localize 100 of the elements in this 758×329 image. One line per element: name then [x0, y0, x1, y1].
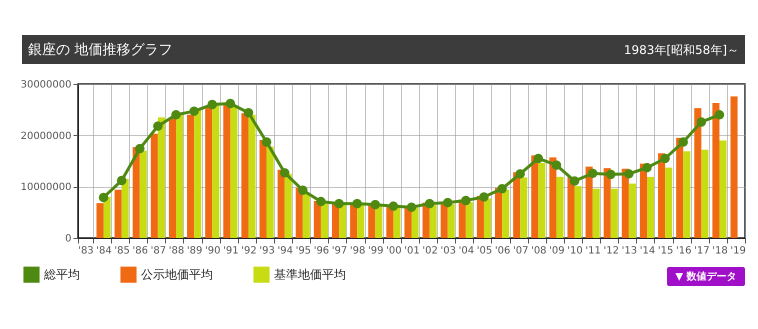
- x-tick-label: '89: [186, 246, 202, 256]
- point: [189, 106, 199, 116]
- bar: [187, 114, 194, 238]
- bar: [538, 163, 546, 238]
- bar: [140, 150, 147, 238]
- bar: [622, 168, 629, 238]
- x-tick-label: '83: [78, 246, 94, 256]
- bar: [610, 188, 618, 238]
- point: [588, 168, 598, 178]
- point: [298, 186, 308, 195]
- point: [244, 108, 254, 118]
- bar: [513, 172, 520, 238]
- bar: [502, 190, 510, 238]
- bar: [604, 168, 611, 238]
- bar: [730, 96, 738, 238]
- bar: [114, 190, 122, 238]
- x-tick-label: '92: [241, 246, 257, 256]
- bar: [676, 138, 684, 238]
- bar: [549, 157, 556, 238]
- point: [116, 176, 126, 186]
- x-tick-label: '07: [512, 246, 528, 256]
- point: [606, 170, 616, 180]
- bar: [640, 164, 647, 238]
- bar: [194, 110, 202, 238]
- bar: [484, 198, 492, 238]
- point: [714, 110, 724, 120]
- bar: [665, 168, 672, 238]
- point: [461, 196, 471, 206]
- y-tick-label: 0: [65, 234, 72, 244]
- x-tick-label: '96: [314, 246, 330, 256]
- x-tick-label: '88: [168, 246, 184, 256]
- x-tick-label: '90: [204, 246, 220, 256]
- bar: [205, 107, 212, 238]
- bar: [531, 155, 538, 238]
- x-tick-label: '08: [531, 246, 547, 256]
- x-tick-label: '10: [567, 246, 583, 256]
- bar: [122, 178, 129, 238]
- x-tick-label: '97: [332, 246, 348, 256]
- bar: [104, 196, 111, 238]
- x-tick-label: '09: [549, 246, 565, 256]
- point: [570, 176, 580, 186]
- bar: [574, 186, 582, 238]
- point: [352, 198, 362, 208]
- bar: [412, 208, 419, 238]
- bar: [430, 205, 437, 238]
- point: [624, 169, 634, 179]
- point: [135, 144, 145, 154]
- x-tick-label: '94: [277, 246, 293, 256]
- point: [98, 192, 108, 202]
- x-tick-label: '87: [150, 246, 166, 256]
- point: [479, 192, 489, 202]
- bar: [556, 176, 564, 238]
- bar: [302, 192, 310, 238]
- bar: [176, 112, 184, 238]
- x-tick-label: '00: [386, 246, 402, 256]
- bar: [230, 106, 238, 238]
- x-tick-label: '16: [676, 246, 692, 256]
- x-tick-label: '99: [368, 246, 384, 256]
- x-tick-label: '95: [296, 246, 312, 256]
- bar: [701, 150, 708, 238]
- point: [552, 160, 562, 170]
- text: ▼ 数値データ: [675, 270, 737, 282]
- bar: [278, 170, 285, 238]
- legend-label: 公示地価平均: [141, 268, 213, 282]
- point: [696, 117, 706, 127]
- point: [406, 202, 416, 212]
- bar: [357, 204, 364, 238]
- x-tick-label: '12: [604, 246, 620, 256]
- bar: [393, 206, 400, 238]
- bar: [646, 176, 654, 238]
- x-tick-label: '86: [132, 246, 148, 256]
- bar: [375, 206, 382, 238]
- bar: [592, 188, 600, 238]
- point: [642, 162, 652, 172]
- bar: [168, 117, 176, 238]
- point: [207, 100, 217, 110]
- x-tick-label: '01: [404, 246, 420, 256]
- y-tick-label: 30000000: [20, 80, 72, 90]
- x-tick-label: '06: [494, 246, 510, 256]
- point: [226, 98, 236, 108]
- bar: [96, 203, 104, 238]
- bar: [296, 188, 303, 238]
- point: [280, 168, 290, 178]
- point: [334, 198, 344, 208]
- x-tick-label: '91: [223, 246, 239, 256]
- point: [678, 137, 688, 147]
- point: [534, 154, 544, 164]
- x-tick-label: '04: [458, 246, 474, 256]
- x-tick-label: '98: [350, 246, 366, 256]
- x-tick-label: '85: [114, 246, 130, 256]
- x-tick-label: '18: [712, 246, 728, 256]
- bar: [712, 102, 720, 238]
- bar: [368, 204, 376, 238]
- bar: [466, 202, 473, 238]
- chart-title: 銀座の 地価推移グラフ: [28, 42, 172, 58]
- point: [388, 201, 398, 211]
- x-tick-label: '84: [96, 246, 112, 256]
- point: [262, 137, 272, 147]
- bar: [586, 166, 593, 238]
- point: [316, 196, 326, 206]
